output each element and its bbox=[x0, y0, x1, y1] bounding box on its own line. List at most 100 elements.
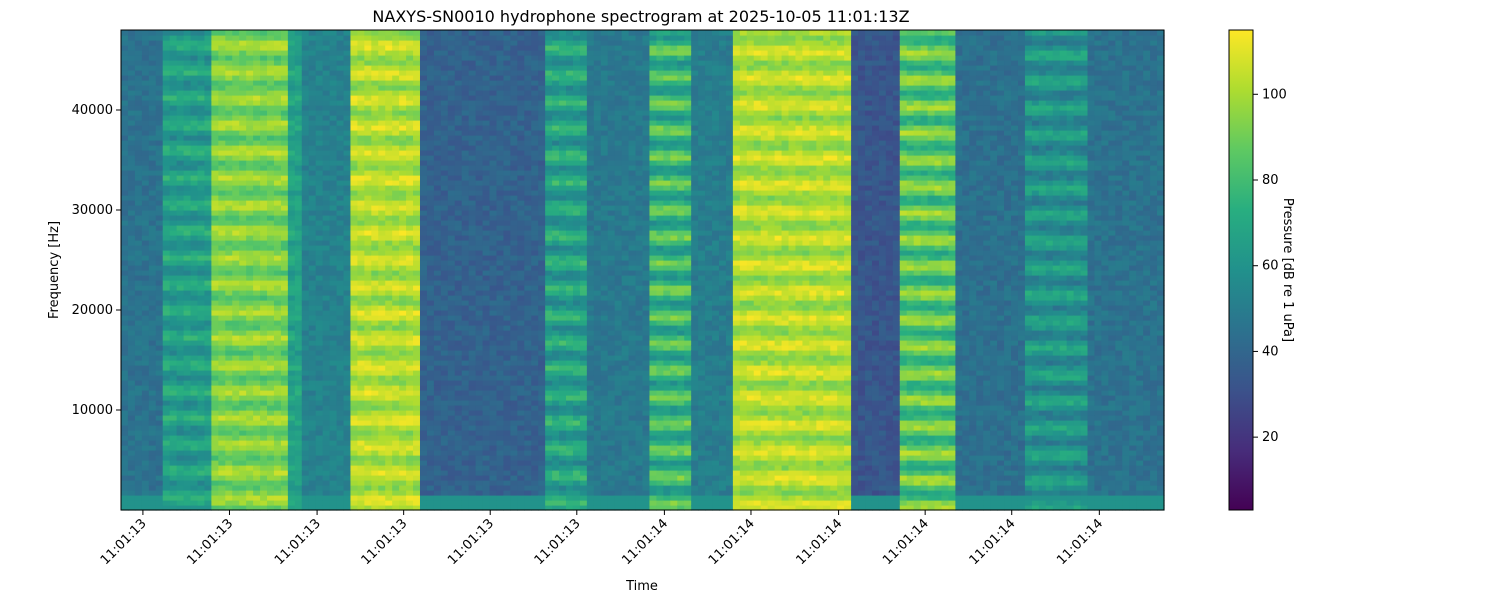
heatmap-cell bbox=[121, 355, 129, 361]
heatmap-cell bbox=[308, 265, 317, 271]
heatmap-cell bbox=[176, 410, 185, 416]
heatmap-cell bbox=[218, 320, 226, 326]
heatmap-cell bbox=[148, 155, 157, 161]
heatmap-cell bbox=[378, 200, 386, 206]
heatmap-cell bbox=[121, 60, 129, 66]
heatmap-cell bbox=[218, 280, 226, 286]
heatmap-cell bbox=[197, 415, 206, 421]
heatmap-cell bbox=[364, 360, 372, 366]
heatmap-cell bbox=[260, 210, 268, 216]
heatmap-cell bbox=[371, 65, 379, 71]
heatmap-cell bbox=[440, 70, 449, 76]
heatmap-cell bbox=[343, 205, 352, 211]
heatmap-cell bbox=[461, 130, 470, 136]
heatmap-cell bbox=[447, 50, 456, 56]
heatmap-cell bbox=[134, 95, 143, 101]
heatmap-cell bbox=[475, 210, 484, 216]
heatmap-cell bbox=[260, 400, 268, 406]
heatmap-cell bbox=[225, 390, 233, 396]
heatmap-cell bbox=[350, 470, 359, 476]
heatmap-cell bbox=[399, 440, 407, 446]
heatmap-cell bbox=[127, 325, 136, 331]
heatmap-cell bbox=[197, 65, 206, 71]
heatmap-cell bbox=[301, 240, 310, 246]
heatmap-cell bbox=[287, 110, 296, 116]
heatmap-cell bbox=[406, 190, 414, 196]
heatmap-cell bbox=[294, 220, 303, 226]
heatmap-cell bbox=[440, 360, 449, 366]
heatmap-cell bbox=[211, 390, 219, 396]
heatmap-cell bbox=[385, 120, 393, 126]
heatmap-cell bbox=[190, 310, 199, 316]
heatmap-cell bbox=[385, 480, 393, 486]
heatmap-cell bbox=[162, 480, 171, 486]
heatmap-cell bbox=[440, 480, 449, 486]
heatmap-cell bbox=[329, 280, 338, 286]
heatmap-cell bbox=[253, 445, 261, 451]
heatmap-cell bbox=[426, 460, 435, 466]
heatmap-cell bbox=[190, 355, 199, 361]
heatmap-cell bbox=[121, 100, 129, 106]
heatmap-cell bbox=[454, 410, 463, 416]
heatmap-cell bbox=[211, 495, 219, 501]
heatmap-cell bbox=[148, 90, 157, 96]
heatmap-cell bbox=[176, 320, 185, 326]
heatmap-cell bbox=[239, 115, 247, 121]
heatmap-cell bbox=[239, 340, 247, 346]
heatmap-cell bbox=[294, 415, 303, 421]
heatmap-cell bbox=[218, 145, 226, 151]
heatmap-cell bbox=[475, 135, 484, 141]
heatmap-cell bbox=[294, 65, 303, 71]
heatmap-cell bbox=[183, 250, 192, 256]
heatmap-cell bbox=[329, 395, 338, 401]
heatmap-cell bbox=[239, 175, 247, 181]
heatmap-cell bbox=[454, 255, 463, 261]
heatmap-cell bbox=[343, 95, 352, 101]
heatmap-cell bbox=[322, 445, 331, 451]
heatmap-cell bbox=[426, 45, 435, 51]
heatmap-cell bbox=[239, 235, 247, 241]
heatmap-cell bbox=[190, 275, 199, 281]
heatmap-cell bbox=[204, 260, 212, 266]
heatmap-cell bbox=[260, 355, 268, 361]
heatmap-cell bbox=[121, 50, 129, 56]
heatmap-cell bbox=[378, 105, 386, 111]
heatmap-cell bbox=[447, 155, 456, 161]
heatmap-cell bbox=[253, 285, 261, 291]
heatmap-cell bbox=[413, 315, 421, 321]
heatmap-cell bbox=[329, 490, 338, 496]
heatmap-cell bbox=[301, 495, 310, 501]
heatmap-cell bbox=[239, 255, 247, 261]
heatmap-cell bbox=[301, 50, 310, 56]
heatmap-cell bbox=[371, 85, 379, 91]
heatmap-cell bbox=[183, 240, 192, 246]
heatmap-cell bbox=[211, 255, 219, 261]
heatmap-cell bbox=[169, 250, 178, 256]
heatmap-cell bbox=[475, 380, 484, 386]
heatmap-cell bbox=[287, 140, 296, 146]
heatmap-cell bbox=[204, 405, 212, 411]
heatmap-cell bbox=[308, 195, 317, 201]
heatmap-cell bbox=[204, 30, 212, 36]
heatmap-cell bbox=[246, 465, 254, 471]
heatmap-cell bbox=[141, 105, 150, 111]
heatmap-cell bbox=[225, 120, 233, 126]
heatmap-cell bbox=[211, 235, 219, 241]
heatmap-cell bbox=[426, 365, 435, 371]
heatmap-cell bbox=[308, 140, 317, 146]
heatmap-cell bbox=[260, 130, 268, 136]
heatmap-cell bbox=[329, 65, 338, 71]
heatmap-cell bbox=[127, 310, 136, 316]
heatmap-cell bbox=[267, 430, 275, 436]
heatmap-cell bbox=[253, 405, 261, 411]
heatmap-cell bbox=[315, 160, 324, 166]
heatmap-cell bbox=[350, 345, 359, 351]
heatmap-cell bbox=[406, 100, 414, 106]
heatmap-cell bbox=[134, 215, 143, 221]
heatmap-cell bbox=[364, 55, 372, 61]
heatmap-cell bbox=[399, 200, 407, 206]
heatmap-cell bbox=[218, 450, 226, 456]
heatmap-cell bbox=[315, 255, 324, 261]
heatmap-cell bbox=[141, 375, 150, 381]
heatmap-cell bbox=[350, 260, 359, 266]
